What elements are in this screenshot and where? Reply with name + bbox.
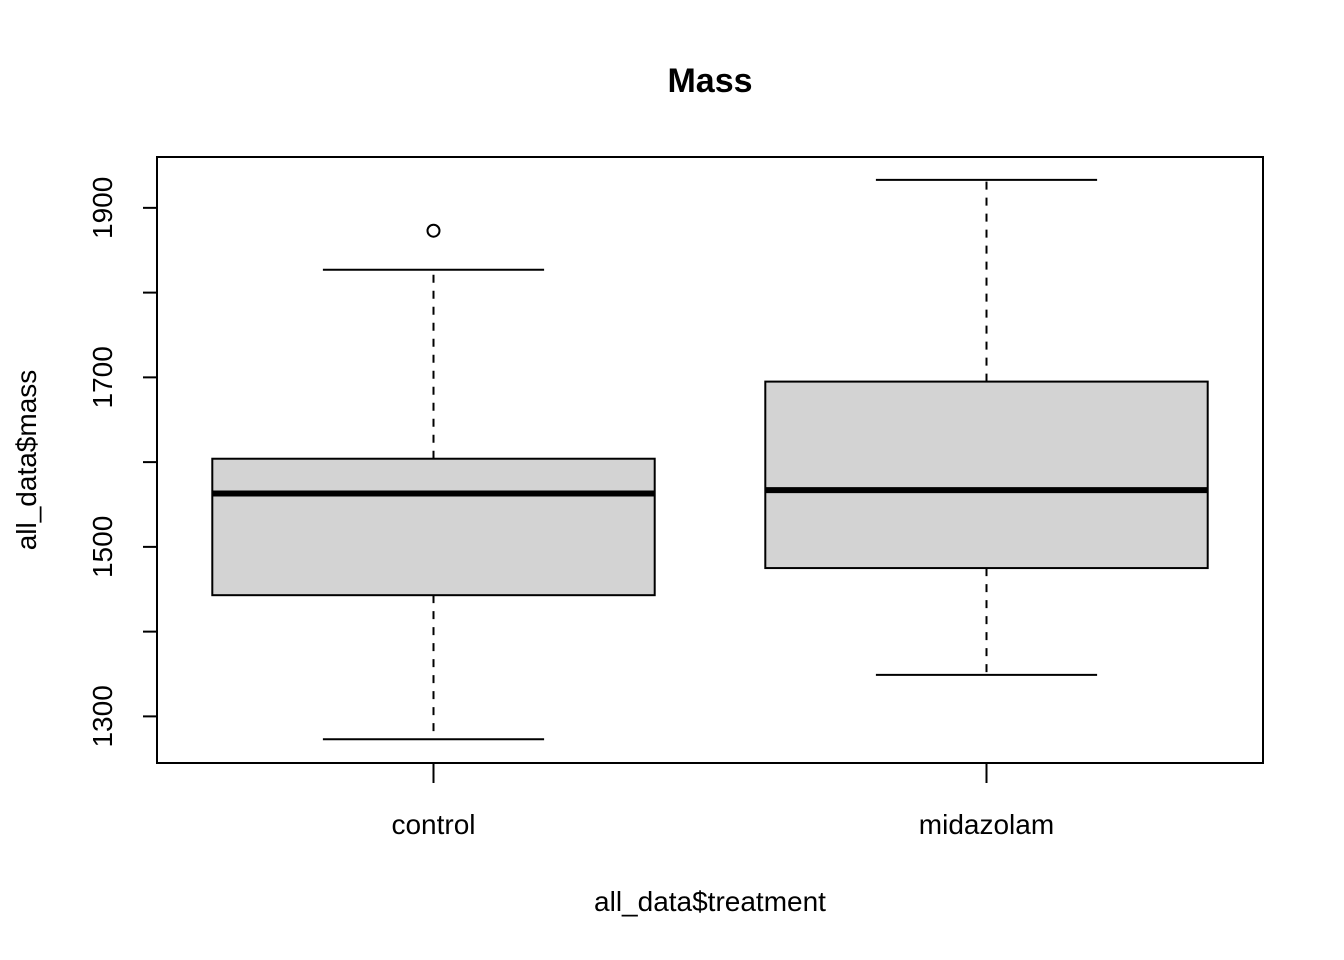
box-group bbox=[211, 223, 656, 741]
y-tick-label: 1500 bbox=[87, 516, 118, 578]
y-axis: 1300 1500 1700 1900 bbox=[87, 177, 158, 748]
x-axis: control midazolam bbox=[391, 763, 1054, 840]
plot-marks bbox=[211, 178, 1209, 741]
outlier-point bbox=[426, 223, 441, 238]
box-iqr bbox=[211, 457, 656, 597]
x-tick-label: midazolam bbox=[919, 809, 1054, 840]
x-axis-label: all_data$treatment bbox=[594, 886, 826, 917]
y-axis-label: all_data$mass bbox=[11, 370, 42, 551]
x-tick-label: control bbox=[391, 809, 475, 840]
box-group bbox=[764, 178, 1209, 676]
y-tick-label: 1900 bbox=[87, 177, 118, 239]
y-tick-label: 1300 bbox=[87, 685, 118, 747]
box-iqr bbox=[764, 380, 1209, 570]
y-tick-label: 1700 bbox=[87, 346, 118, 408]
chart-title: Mass bbox=[667, 62, 752, 100]
